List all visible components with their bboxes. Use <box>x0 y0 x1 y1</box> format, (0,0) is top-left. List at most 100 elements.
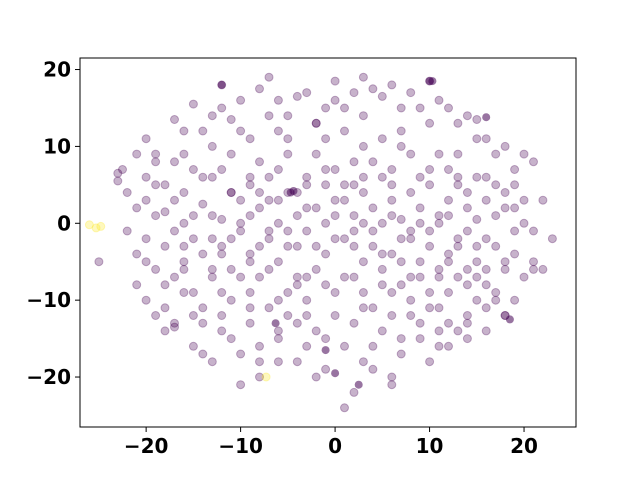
plot-frame <box>79 57 577 428</box>
scatter-point <box>311 264 321 274</box>
scatter-point <box>207 211 217 221</box>
scatter-point <box>151 180 161 190</box>
y-tick-label: −20 <box>26 365 71 389</box>
scatter-point <box>349 241 359 251</box>
scatter-point <box>302 311 312 320</box>
scatter-point <box>444 211 453 221</box>
scatter-point <box>434 341 444 351</box>
scatter-point <box>207 141 217 151</box>
scatter-point <box>198 249 208 259</box>
scatter-point <box>321 218 331 228</box>
scatter-point <box>292 318 302 328</box>
scatter-point <box>519 149 529 159</box>
scatter-point <box>132 249 142 259</box>
scatter-point <box>236 95 246 105</box>
scatter-point <box>330 311 340 320</box>
scatter-point <box>255 188 264 197</box>
scatter-point <box>425 226 435 236</box>
scatter-point <box>358 257 368 267</box>
scatter-point <box>170 272 179 282</box>
scatter-point <box>444 103 453 113</box>
scatter-point <box>340 126 349 136</box>
scatter-point <box>255 203 264 213</box>
scatter-point <box>236 195 246 205</box>
scatter-point <box>505 315 514 324</box>
scatter-point <box>396 234 406 244</box>
scatter-point <box>368 241 378 251</box>
scatter-point <box>302 88 312 98</box>
scatter-point <box>396 349 406 359</box>
scatter-point <box>311 241 321 251</box>
scatter-point <box>321 280 331 290</box>
scatter-point <box>500 141 510 151</box>
scatter-point <box>283 311 293 320</box>
scatter-point <box>368 157 378 167</box>
scatter-point <box>462 264 472 274</box>
scatter-point <box>91 223 101 233</box>
scatter-point <box>245 303 255 313</box>
scatter-point <box>207 234 217 244</box>
scatter-point <box>340 272 349 282</box>
scatter-point <box>170 322 179 332</box>
scatter-point <box>500 264 510 274</box>
scatter-point <box>425 165 435 174</box>
scatter-point <box>368 303 378 313</box>
scatter-point <box>160 303 170 313</box>
scatter-point <box>330 76 340 86</box>
scatter-point <box>529 264 538 274</box>
scatter-point <box>358 303 368 313</box>
scatter-point <box>283 149 293 159</box>
scatter-point <box>358 188 368 197</box>
scatter-point <box>188 234 198 244</box>
scatter-point <box>311 118 321 128</box>
x-tick-label: 10 <box>416 434 444 458</box>
y-tick-label: 0 <box>57 211 71 235</box>
scatter-point <box>415 318 425 328</box>
scatter-point <box>387 372 397 382</box>
scatter-point <box>349 180 359 190</box>
scatter-point <box>273 165 283 174</box>
scatter-point <box>122 226 132 236</box>
scatter-point <box>462 226 472 236</box>
scatter-point <box>510 165 520 174</box>
scatter-point <box>368 203 378 213</box>
scatter-point <box>283 134 293 144</box>
scatter-point <box>236 380 246 390</box>
scatter-point <box>321 364 331 374</box>
scatter-point <box>207 357 217 367</box>
scatter-point <box>160 241 170 251</box>
scatter-point <box>349 157 359 167</box>
scatter-point <box>377 249 387 259</box>
scatter-point <box>311 326 321 336</box>
scatter-point <box>84 220 94 230</box>
scatter-point <box>387 288 397 297</box>
scatter-point <box>368 341 378 351</box>
scatter-point <box>311 118 321 128</box>
scatter-point <box>387 195 397 205</box>
scatter-point <box>472 257 482 267</box>
scatter-point <box>141 195 151 205</box>
scatter-point <box>358 357 368 367</box>
scatter-point <box>377 218 387 228</box>
scatter-point <box>255 157 264 167</box>
scatter-point <box>283 241 293 251</box>
scatter-point <box>179 264 189 274</box>
scatter-point <box>132 203 142 213</box>
scatter-point <box>255 84 264 94</box>
scatter-point <box>273 126 283 136</box>
scatter-point <box>245 249 255 259</box>
scatter-point <box>226 334 236 344</box>
scatter-point <box>321 334 331 344</box>
scatter-point <box>302 226 312 236</box>
scatter-point <box>330 165 340 174</box>
scatter-point <box>302 272 312 282</box>
scatter-point <box>481 326 491 336</box>
scatter-point <box>179 257 189 267</box>
scatter-point <box>358 141 368 151</box>
scatter-point <box>118 165 127 174</box>
scatter-point <box>292 241 302 251</box>
scatter-point <box>529 226 538 236</box>
scatter-point <box>330 95 340 105</box>
scatter-point <box>481 172 491 182</box>
scatter-point <box>349 211 359 221</box>
